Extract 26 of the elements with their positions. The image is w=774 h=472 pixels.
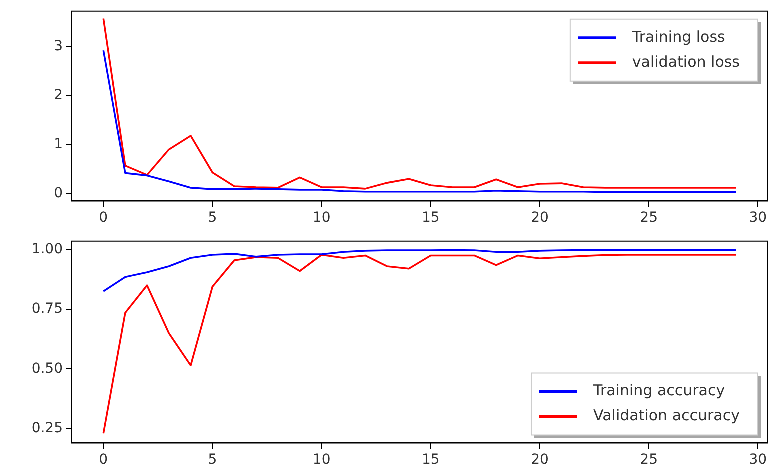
y-tick-label: 1 xyxy=(54,136,63,152)
x-tick-label: 5 xyxy=(208,210,218,226)
x-tick-label: 15 xyxy=(422,210,440,226)
x-tick-label: 25 xyxy=(640,452,658,468)
y-tick-label: 3 xyxy=(54,38,63,54)
x-tick-label: 10 xyxy=(312,210,331,226)
legend-label: Training loss xyxy=(631,28,726,46)
legend-label: Validation accuracy xyxy=(593,406,740,425)
x-tick-label: 0 xyxy=(99,210,108,226)
x-tick-label: 5 xyxy=(208,452,218,468)
y-tick-label: 0.50 xyxy=(32,360,63,377)
y-tick-label: 0.25 xyxy=(32,420,63,437)
y-tick-label: 2 xyxy=(54,87,63,104)
legend-label: Training accuracy xyxy=(592,382,726,400)
x-tick-label: 20 xyxy=(531,452,549,468)
x-tick-label: 30 xyxy=(749,452,768,468)
y-tick-label: 0 xyxy=(54,185,63,202)
x-tick-label: 0 xyxy=(99,452,108,468)
x-tick-label: 15 xyxy=(422,452,440,468)
x-tick-label: 25 xyxy=(640,210,658,226)
y-tick-label: 1.00 xyxy=(32,241,63,258)
legend-label: validation loss xyxy=(632,52,740,71)
x-tick-label: 20 xyxy=(531,210,549,226)
y-tick-label: 0.75 xyxy=(32,301,63,318)
x-tick-label: 30 xyxy=(749,210,768,226)
x-tick-label: 10 xyxy=(312,452,331,468)
